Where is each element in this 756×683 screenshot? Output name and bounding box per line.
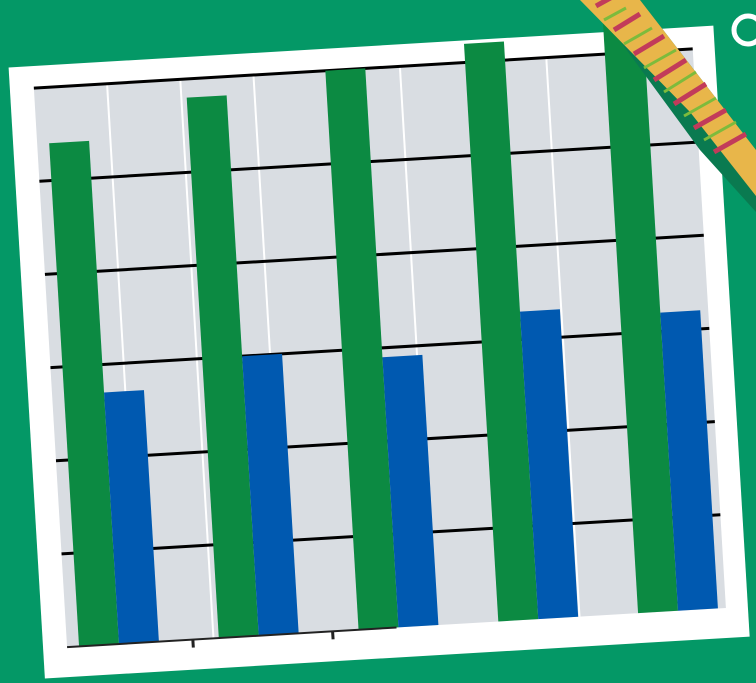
x-axis-line <box>67 626 397 649</box>
ribbon-shadow <box>590 0 756 212</box>
gridline-y <box>33 47 693 90</box>
bar-marks <box>49 5 718 647</box>
bar-chart <box>33 5 726 649</box>
bar-series-1-category-1 <box>49 140 119 647</box>
striped-ribbon-corner <box>580 0 756 212</box>
bar-series-2-category-3 <box>382 354 439 628</box>
bar-series-2-category-2 <box>242 353 299 636</box>
bar-series-1-category-2 <box>186 95 259 639</box>
ribbon-loop <box>731 13 756 47</box>
bar-series-2-category-1 <box>104 390 159 644</box>
bar-series-1-category-4 <box>463 41 539 622</box>
bar-series-2-category-4 <box>519 309 579 620</box>
bar-series-1-category-5 <box>602 5 678 614</box>
ribbon-weave <box>603 6 737 142</box>
ribbon-stripes <box>594 0 748 155</box>
bar-series-2-category-5 <box>660 310 718 611</box>
ribbon-band <box>580 0 756 196</box>
bar-series-1-category-3 <box>325 68 399 630</box>
photo-frame <box>8 5 750 679</box>
